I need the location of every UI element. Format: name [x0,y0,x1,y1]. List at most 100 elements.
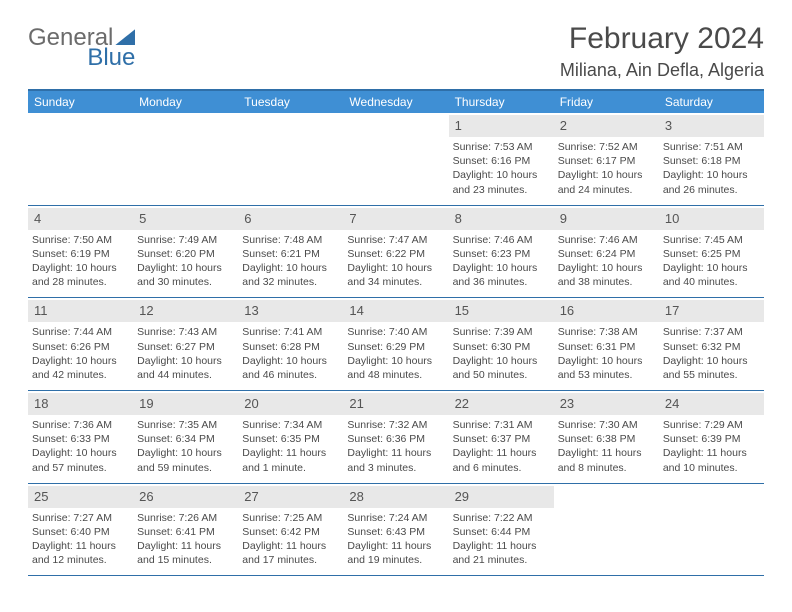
day-cell: 1 Sunrise: 7:53 AMSunset: 6:16 PMDaylight… [449,113,554,205]
day-cell: 11Sunrise: 7:44 AMSunset: 6:26 PMDayligh… [28,298,133,390]
day-number: 24 [665,396,679,411]
weekday-friday: Friday [554,91,659,113]
day-cell: 3 Sunrise: 7:51 AMSunset: 6:18 PMDaylight… [659,113,764,205]
weekday-tuesday: Tuesday [238,91,343,113]
day-number: 26 [139,489,153,504]
day-cell: 4 Sunrise: 7:50 AMSunset: 6:19 PMDaylight… [28,206,133,298]
day-cell: 13 Sunrise: 7:41 AMSunset: 6:28 PMDayligh… [238,298,343,390]
day-cell: 2 Sunrise: 7:52 AMSunset: 6:17 PMDaylight… [554,113,659,205]
day-cell [238,113,343,205]
day-number: 27 [244,489,258,504]
day-details: Sunrise: 7:46 AMSunset: 6:24 PMDaylight:… [558,233,655,290]
day-cell: 8 Sunrise: 7:46 AMSunset: 6:23 PMDaylight… [449,206,554,298]
day-details: Sunrise: 7:48 AMSunset: 6:21 PMDaylight:… [242,233,339,290]
week-row: 18Sunrise: 7:36 AMSunset: 6:33 PMDayligh… [28,391,764,484]
day-details: Sunrise: 7:40 AMSunset: 6:29 PMDaylight:… [347,325,444,382]
location: Miliana, Ain Defla, Algeria [560,60,764,81]
weekday-monday: Monday [133,91,238,113]
day-details: Sunrise: 7:30 AMSunset: 6:38 PMDaylight:… [558,418,655,475]
day-cell [28,113,133,205]
day-number: 15 [455,303,469,318]
logo: General Blue [28,26,135,70]
day-cell: 28Sunrise: 7:24 AMSunset: 6:43 PMDayligh… [343,484,448,576]
day-details: Sunrise: 7:29 AMSunset: 6:39 PMDaylight:… [663,418,760,475]
day-number: 10 [665,211,679,226]
day-number: 8 [455,211,462,226]
day-number: 20 [244,396,258,411]
day-details: Sunrise: 7:49 AMSunset: 6:20 PMDaylight:… [137,233,234,290]
calendar: SundayMondayTuesdayWednesdayThursdayFrid… [28,89,764,576]
day-cell: 25Sunrise: 7:27 AMSunset: 6:40 PMDayligh… [28,484,133,576]
day-details: Sunrise: 7:43 AMSunset: 6:27 PMDaylight:… [137,325,234,382]
title-block: February 2024 Miliana, Ain Defla, Algeri… [560,22,764,81]
day-number: 7 [349,211,356,226]
day-details: Sunrise: 7:51 AMSunset: 6:18 PMDaylight:… [663,140,760,197]
day-number: 17 [665,303,679,318]
day-cell: 14 Sunrise: 7:40 AMSunset: 6:29 PMDayligh… [343,298,448,390]
day-details: Sunrise: 7:35 AMSunset: 6:34 PMDaylight:… [137,418,234,475]
day-number: 6 [244,211,251,226]
day-cell [133,113,238,205]
day-cell: 12 Sunrise: 7:43 AMSunset: 6:27 PMDayligh… [133,298,238,390]
day-details: Sunrise: 7:39 AMSunset: 6:30 PMDaylight:… [453,325,550,382]
week-row: 4 Sunrise: 7:50 AMSunset: 6:19 PMDaylight… [28,206,764,299]
day-cell: 27Sunrise: 7:25 AMSunset: 6:42 PMDayligh… [238,484,343,576]
day-number: 13 [244,303,258,318]
day-cell: 7 Sunrise: 7:47 AMSunset: 6:22 PMDaylight… [343,206,448,298]
day-cell: 19Sunrise: 7:35 AMSunset: 6:34 PMDayligh… [133,391,238,483]
day-cell: 15 Sunrise: 7:39 AMSunset: 6:30 PMDayligh… [449,298,554,390]
day-number: 9 [560,211,567,226]
day-cell: 29 Sunrise: 7:22 AMSunset: 6:44 PMDayligh… [449,484,554,576]
day-cell: 6 Sunrise: 7:48 AMSunset: 6:21 PMDaylight… [238,206,343,298]
weekday-saturday: Saturday [659,91,764,113]
day-cell: 24 Sunrise: 7:29 AMSunset: 6:39 PMDayligh… [659,391,764,483]
day-cell: 17Sunrise: 7:37 AMSunset: 6:32 PMDayligh… [659,298,764,390]
day-number: 1 [455,118,462,133]
day-cell: 5 Sunrise: 7:49 AMSunset: 6:20 PMDaylight… [133,206,238,298]
day-number: 4 [34,211,41,226]
day-cell [659,484,764,576]
day-number: 14 [349,303,363,318]
day-number: 11 [34,303,48,318]
header: General Blue February 2024 Miliana, Ain … [28,22,764,81]
month-title: February 2024 [560,22,764,56]
day-details: Sunrise: 7:22 AMSunset: 6:44 PMDaylight:… [453,511,550,568]
day-details: Sunrise: 7:34 AMSunset: 6:35 PMDaylight:… [242,418,339,475]
day-number: 21 [349,396,363,411]
day-number: 29 [455,489,469,504]
day-number: 3 [665,118,672,133]
day-number: 12 [139,303,153,318]
day-cell: 9 Sunrise: 7:46 AMSunset: 6:24 PMDaylight… [554,206,659,298]
weekday-header-row: SundayMondayTuesdayWednesdayThursdayFrid… [28,91,764,113]
day-details: Sunrise: 7:53 AMSunset: 6:16 PMDaylight:… [453,140,550,197]
logo-word2: Blue [26,46,135,70]
weekday-sunday: Sunday [28,91,133,113]
weekday-thursday: Thursday [449,91,554,113]
day-details: Sunrise: 7:45 AMSunset: 6:25 PMDaylight:… [663,233,760,290]
week-row: 25Sunrise: 7:27 AMSunset: 6:40 PMDayligh… [28,484,764,577]
day-details: Sunrise: 7:52 AMSunset: 6:17 PMDaylight:… [558,140,655,197]
day-details: Sunrise: 7:27 AMSunset: 6:40 PMDaylight:… [32,511,129,568]
day-details: Sunrise: 7:46 AMSunset: 6:23 PMDaylight:… [453,233,550,290]
day-number: 23 [560,396,574,411]
day-cell: 21 Sunrise: 7:32 AMSunset: 6:36 PMDayligh… [343,391,448,483]
day-number: 5 [139,211,146,226]
weekday-wednesday: Wednesday [343,91,448,113]
day-details: Sunrise: 7:50 AMSunset: 6:19 PMDaylight:… [32,233,129,290]
day-details: Sunrise: 7:47 AMSunset: 6:22 PMDaylight:… [347,233,444,290]
day-number: 18 [34,396,48,411]
day-number: 16 [560,303,574,318]
day-number: 2 [560,118,567,133]
day-cell: 20 Sunrise: 7:34 AMSunset: 6:35 PMDayligh… [238,391,343,483]
day-details: Sunrise: 7:24 AMSunset: 6:43 PMDaylight:… [347,511,444,568]
day-cell: 22 Sunrise: 7:31 AMSunset: 6:37 PMDayligh… [449,391,554,483]
day-cell: 16 Sunrise: 7:38 AMSunset: 6:31 PMDayligh… [554,298,659,390]
day-details: Sunrise: 7:31 AMSunset: 6:37 PMDaylight:… [453,418,550,475]
day-details: Sunrise: 7:32 AMSunset: 6:36 PMDaylight:… [347,418,444,475]
day-details: Sunrise: 7:38 AMSunset: 6:31 PMDaylight:… [558,325,655,382]
day-details: Sunrise: 7:41 AMSunset: 6:28 PMDaylight:… [242,325,339,382]
day-cell: 10 Sunrise: 7:45 AMSunset: 6:25 PMDayligh… [659,206,764,298]
week-row: 1 Sunrise: 7:53 AMSunset: 6:16 PMDaylight… [28,113,764,206]
day-cell: 18Sunrise: 7:36 AMSunset: 6:33 PMDayligh… [28,391,133,483]
day-number: 22 [455,396,469,411]
